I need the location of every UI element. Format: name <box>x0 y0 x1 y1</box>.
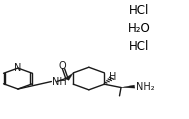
Text: NH₂: NH₂ <box>136 82 154 92</box>
Text: H₂O: H₂O <box>128 22 150 35</box>
Text: N: N <box>14 63 22 73</box>
Text: O: O <box>59 61 66 71</box>
Text: NH: NH <box>52 77 67 87</box>
Text: HCl: HCl <box>129 40 149 53</box>
Text: H: H <box>109 72 117 82</box>
Polygon shape <box>121 85 135 88</box>
Polygon shape <box>65 73 73 80</box>
Text: HCl: HCl <box>129 4 149 17</box>
